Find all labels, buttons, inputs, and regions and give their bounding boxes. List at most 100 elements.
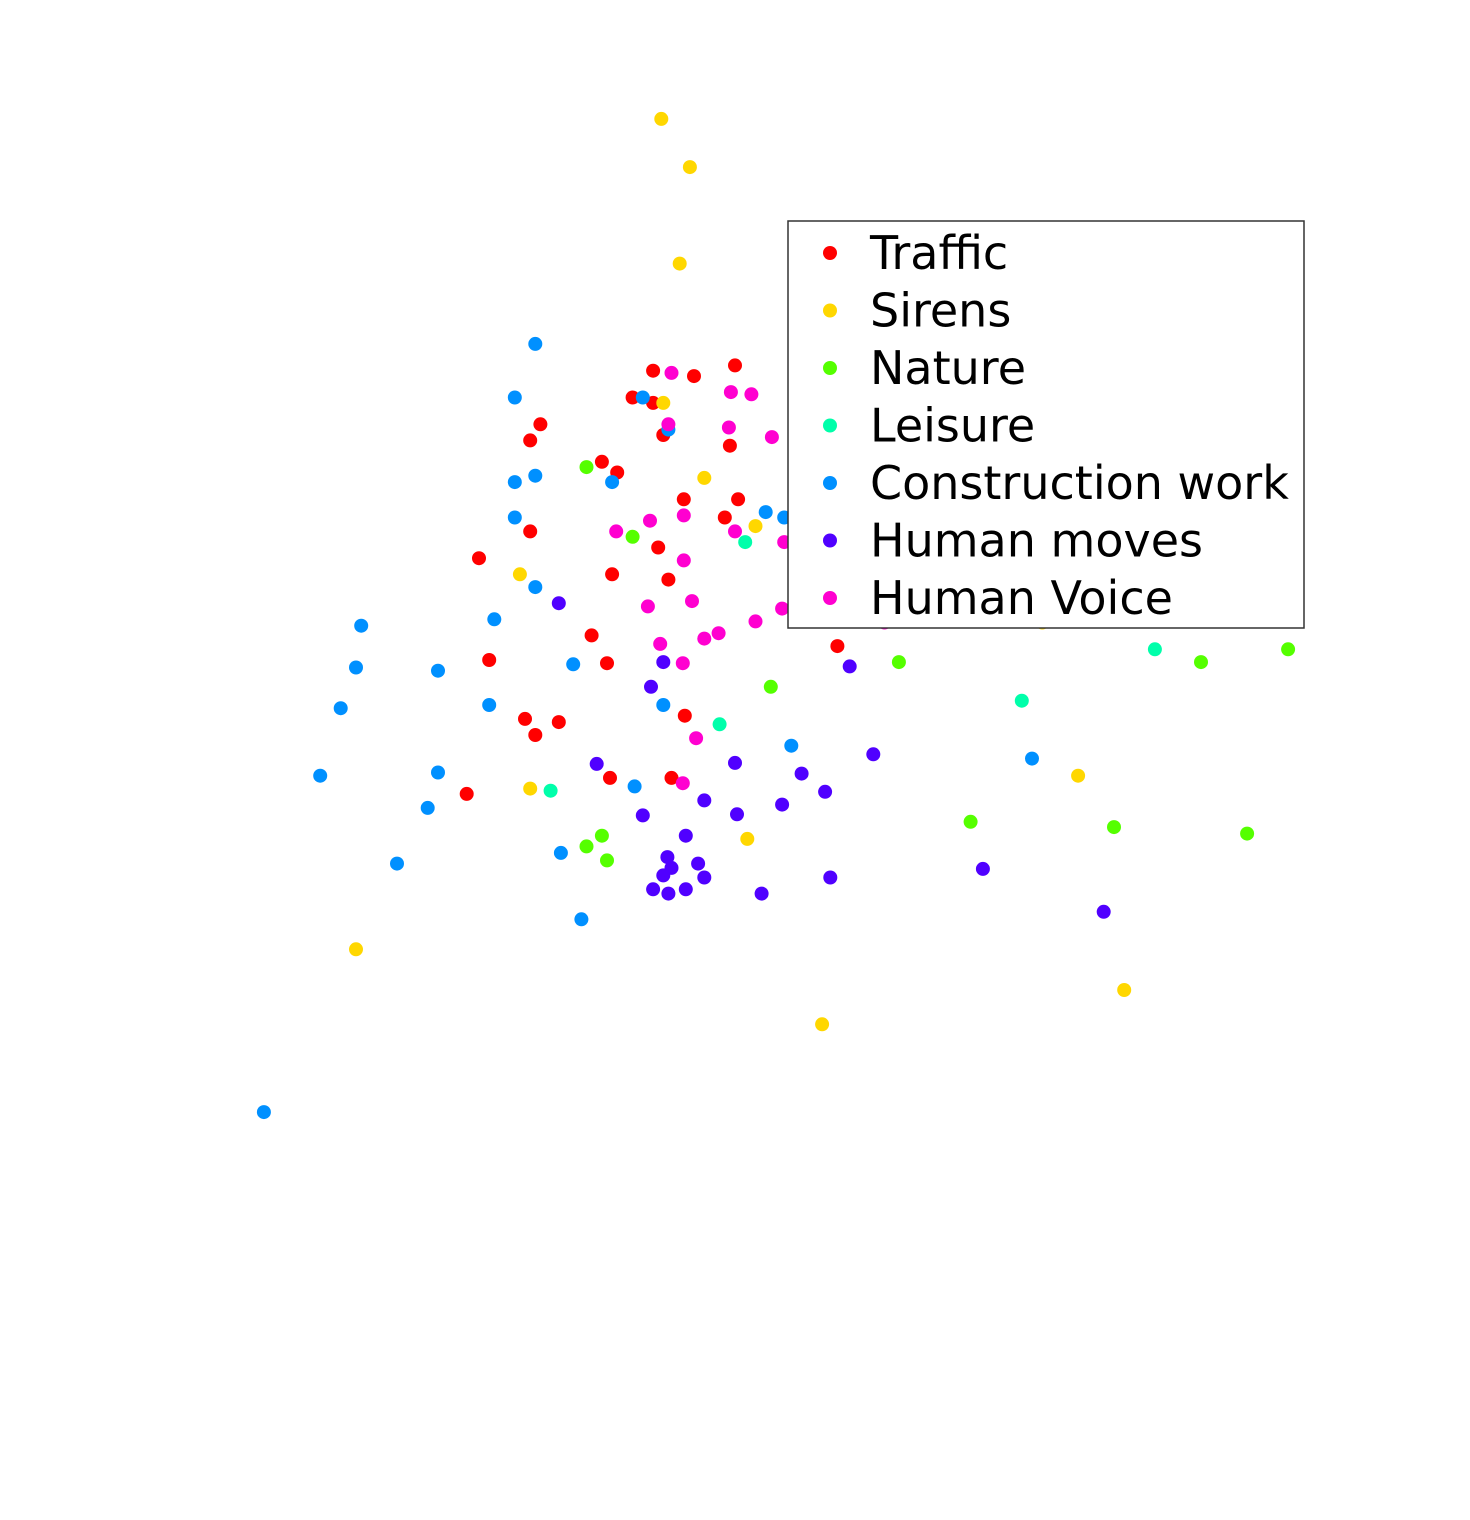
- point-sirens-12: [349, 942, 363, 957]
- point-human-moves-6: [866, 747, 881, 762]
- point-sirens-10: [740, 831, 755, 846]
- point-sirens-13: [1117, 983, 1132, 997]
- point-construction-work-29: [256, 1105, 271, 1120]
- point-traffic-4: [646, 395, 661, 410]
- point-human-voice-14: [640, 599, 655, 614]
- point-human-voice-13: [685, 594, 699, 609]
- point-human-voice-3: [744, 387, 759, 402]
- point-nature-12: [600, 853, 614, 868]
- series-human-moves: [551, 596, 1111, 919]
- legend-label-human-moves: Human moves: [870, 514, 1203, 568]
- point-traffic-28: [528, 728, 543, 742]
- point-nature-9: [1240, 826, 1255, 841]
- point-human-moves-13: [678, 828, 693, 843]
- point-human-voice-21: [675, 656, 690, 671]
- point-traffic-26: [551, 715, 566, 730]
- point-human-voice-7: [643, 513, 657, 528]
- point-human-moves-5: [728, 755, 742, 770]
- point-traffic-0: [646, 363, 661, 378]
- point-construction-work-27: [390, 856, 404, 871]
- point-traffic-30: [664, 770, 679, 785]
- point-human-moves-21: [661, 886, 676, 901]
- point-construction-work-2: [507, 390, 522, 405]
- point-nature-5: [1281, 642, 1296, 657]
- point-human-moves-17: [656, 868, 671, 883]
- point-sirens-1: [682, 160, 697, 175]
- point-human-moves-10: [730, 807, 744, 822]
- point-human-moves-18: [697, 870, 712, 885]
- point-human-moves-9: [697, 793, 712, 808]
- point-human-moves-7: [794, 766, 809, 781]
- point-sirens-2: [672, 256, 687, 271]
- point-sirens-7: [512, 567, 527, 582]
- point-leisure-1: [1147, 642, 1162, 657]
- point-traffic-14: [523, 524, 538, 539]
- point-traffic-18: [605, 567, 620, 582]
- point-human-voice-9: [728, 524, 742, 539]
- point-construction-work-21: [1025, 751, 1039, 766]
- point-traffic-12: [731, 492, 746, 507]
- point-construction-work-20: [784, 738, 799, 753]
- point-nature-2: [891, 655, 906, 670]
- point-construction-work-15: [431, 663, 445, 678]
- point-human-voice-6: [676, 508, 691, 523]
- legend-marker-nature: [823, 361, 837, 375]
- point-human-voice-20: [653, 636, 668, 651]
- point-construction-work-18: [656, 698, 671, 712]
- point-human-moves-8: [818, 784, 833, 799]
- point-construction-work-16: [566, 657, 581, 672]
- series-human-voice: [609, 365, 892, 791]
- point-construction-work-5: [507, 475, 522, 490]
- point-traffic-19: [661, 572, 676, 587]
- point-construction-work-25: [420, 800, 435, 815]
- legend-marker-sirens: [823, 303, 837, 318]
- point-human-voice-18: [711, 626, 726, 641]
- point-traffic-15: [651, 540, 666, 555]
- point-sirens-11: [1071, 768, 1086, 783]
- legend-label-sirens: Sirens: [870, 284, 1011, 338]
- point-human-voice-23: [675, 776, 690, 791]
- point-sirens-3: [656, 395, 671, 410]
- point-human-voice-19: [697, 631, 712, 646]
- point-construction-work-7: [758, 505, 773, 520]
- point-construction-work-24: [627, 779, 642, 794]
- point-construction-work-0: [528, 336, 543, 351]
- point-nature-11: [579, 839, 594, 854]
- point-traffic-17: [472, 551, 486, 566]
- point-construction-work-19: [333, 701, 348, 716]
- point-nature-1: [625, 529, 640, 544]
- point-nature-6: [1194, 655, 1208, 670]
- point-sirens-9: [523, 781, 538, 796]
- point-human-moves-12: [635, 808, 650, 823]
- point-traffic-5: [533, 417, 548, 432]
- point-construction-work-9: [507, 510, 522, 525]
- point-traffic-3: [625, 390, 640, 405]
- legend-label-human-voice: Human Voice: [870, 571, 1173, 625]
- point-traffic-22: [830, 639, 845, 654]
- point-traffic-23: [482, 653, 497, 667]
- legend-marker-leisure: [823, 418, 837, 433]
- point-human-moves-14: [660, 850, 675, 865]
- point-human-moves-1: [656, 655, 671, 670]
- point-human-moves-20: [975, 861, 990, 876]
- point-traffic-27: [677, 708, 692, 723]
- point-human-voice-4: [661, 417, 676, 432]
- legend-label-traffic: Traffic: [869, 226, 1008, 280]
- point-human-moves-19: [823, 870, 838, 885]
- point-traffic-9: [594, 454, 609, 469]
- point-human-voice-22: [689, 731, 704, 746]
- point-human-moves-4: [589, 756, 604, 771]
- point-human-voice-15: [775, 601, 790, 616]
- point-construction-work-1: [635, 390, 650, 405]
- point-construction-work-6: [605, 475, 620, 490]
- point-human-voice-5: [721, 420, 736, 435]
- point-traffic-24: [600, 656, 614, 671]
- point-construction-work-26: [553, 845, 568, 860]
- series-nature: [579, 460, 1296, 868]
- legend-marker-construction-work: [823, 476, 837, 490]
- point-human-voice-11: [676, 553, 691, 568]
- series-traffic: [459, 358, 907, 801]
- point-traffic-11: [676, 492, 691, 507]
